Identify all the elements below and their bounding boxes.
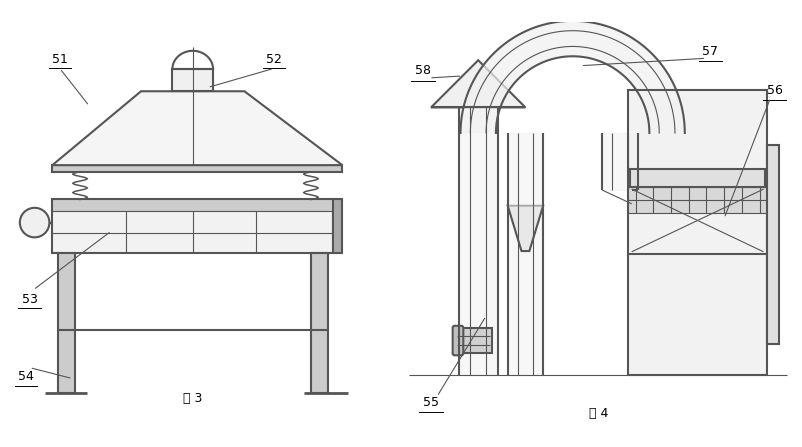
Bar — [627, 90, 767, 375]
Polygon shape — [431, 60, 525, 107]
Bar — [52, 199, 333, 211]
Text: 52: 52 — [265, 53, 282, 66]
Text: 56: 56 — [766, 84, 781, 97]
Text: 51: 51 — [52, 53, 67, 66]
Bar — [767, 145, 778, 343]
Bar — [454, 328, 492, 353]
Bar — [172, 69, 213, 91]
Bar — [310, 253, 327, 393]
Text: 54: 54 — [18, 370, 34, 383]
Polygon shape — [52, 91, 342, 165]
Text: 55: 55 — [423, 396, 439, 409]
Circle shape — [20, 208, 50, 237]
FancyBboxPatch shape — [452, 326, 463, 355]
Bar — [58, 253, 75, 393]
Text: 图 3: 图 3 — [183, 392, 202, 405]
Text: 图 4: 图 4 — [588, 407, 607, 420]
Bar — [333, 199, 342, 253]
Polygon shape — [460, 21, 684, 133]
Bar — [52, 165, 342, 172]
Text: 57: 57 — [702, 45, 718, 58]
Bar — [627, 187, 767, 213]
Bar — [52, 199, 333, 253]
Bar — [629, 169, 764, 187]
Text: 58: 58 — [415, 64, 431, 77]
Polygon shape — [507, 206, 542, 251]
Text: 53: 53 — [22, 293, 38, 306]
